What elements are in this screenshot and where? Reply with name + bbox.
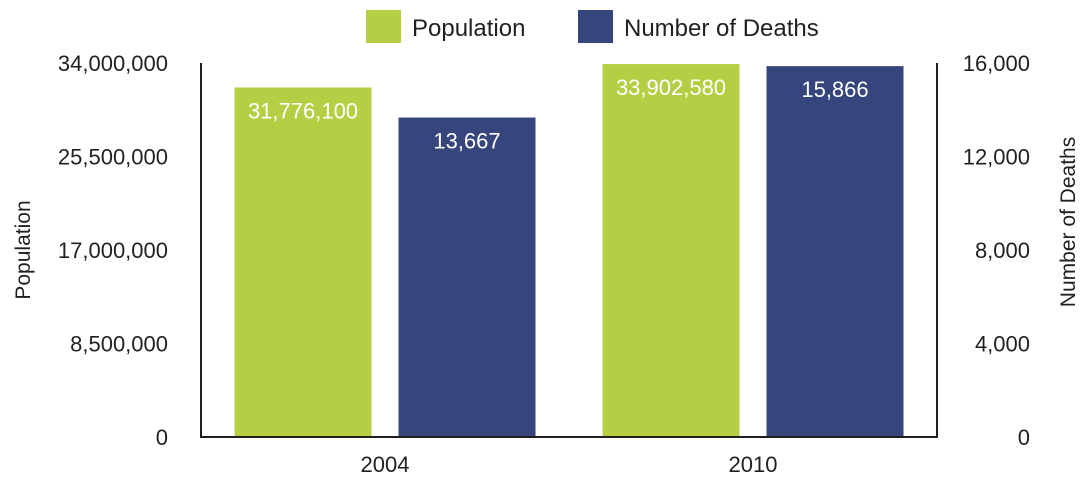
right-axis-title: Number of Deaths <box>1057 137 1080 307</box>
left-axis-title: Population <box>12 200 35 299</box>
legend-label-population: Population <box>412 15 525 42</box>
y-left-tick-4: 34,000,000 <box>58 51 168 76</box>
axes <box>200 63 938 438</box>
tick-labels: 2004 2010 0 8,500,000 17,000,000 25,500,000 34… <box>58 51 1030 477</box>
y-left-tick-1: 8,500,000 <box>70 332 168 357</box>
bar-population-2004 <box>234 87 372 438</box>
bar-label-population-2004: 31,776,100 <box>248 98 358 123</box>
x-tick-2010: 2010 <box>729 452 778 477</box>
bar-number-of-deaths-2004 <box>398 117 536 437</box>
y-left-tick-0: 0 <box>156 425 168 450</box>
bar-label-population-2010: 33,902,580 <box>616 75 726 100</box>
y-left-tick-2: 17,000,000 <box>58 238 168 263</box>
legend-swatch-number-of-deaths <box>578 10 613 43</box>
legend: Population Number of Deaths <box>366 10 819 43</box>
y-right-tick-3: 12,000 <box>963 145 1030 170</box>
y-right-tick-1: 4,000 <box>975 332 1030 357</box>
bar-label-number-of-deaths-2004: 13,667 <box>433 129 500 154</box>
legend-swatch-population <box>366 10 401 43</box>
y-right-tick-4: 16,000 <box>963 51 1030 76</box>
legend-label-number-of-deaths: Number of Deaths <box>624 15 819 42</box>
y-left-tick-3: 25,500,000 <box>58 145 168 170</box>
y-right-tick-0: 0 <box>1018 425 1030 450</box>
y-right-tick-2: 8,000 <box>975 238 1030 263</box>
bar-number-of-deaths-2010 <box>766 66 904 437</box>
bar-population-2010 <box>602 64 740 437</box>
bars: 31,776,100 13,667 33,902,580 15,866 <box>234 64 904 438</box>
x-tick-2004: 2004 <box>361 452 410 477</box>
bar-label-number-of-deaths-2010: 15,866 <box>801 77 868 102</box>
